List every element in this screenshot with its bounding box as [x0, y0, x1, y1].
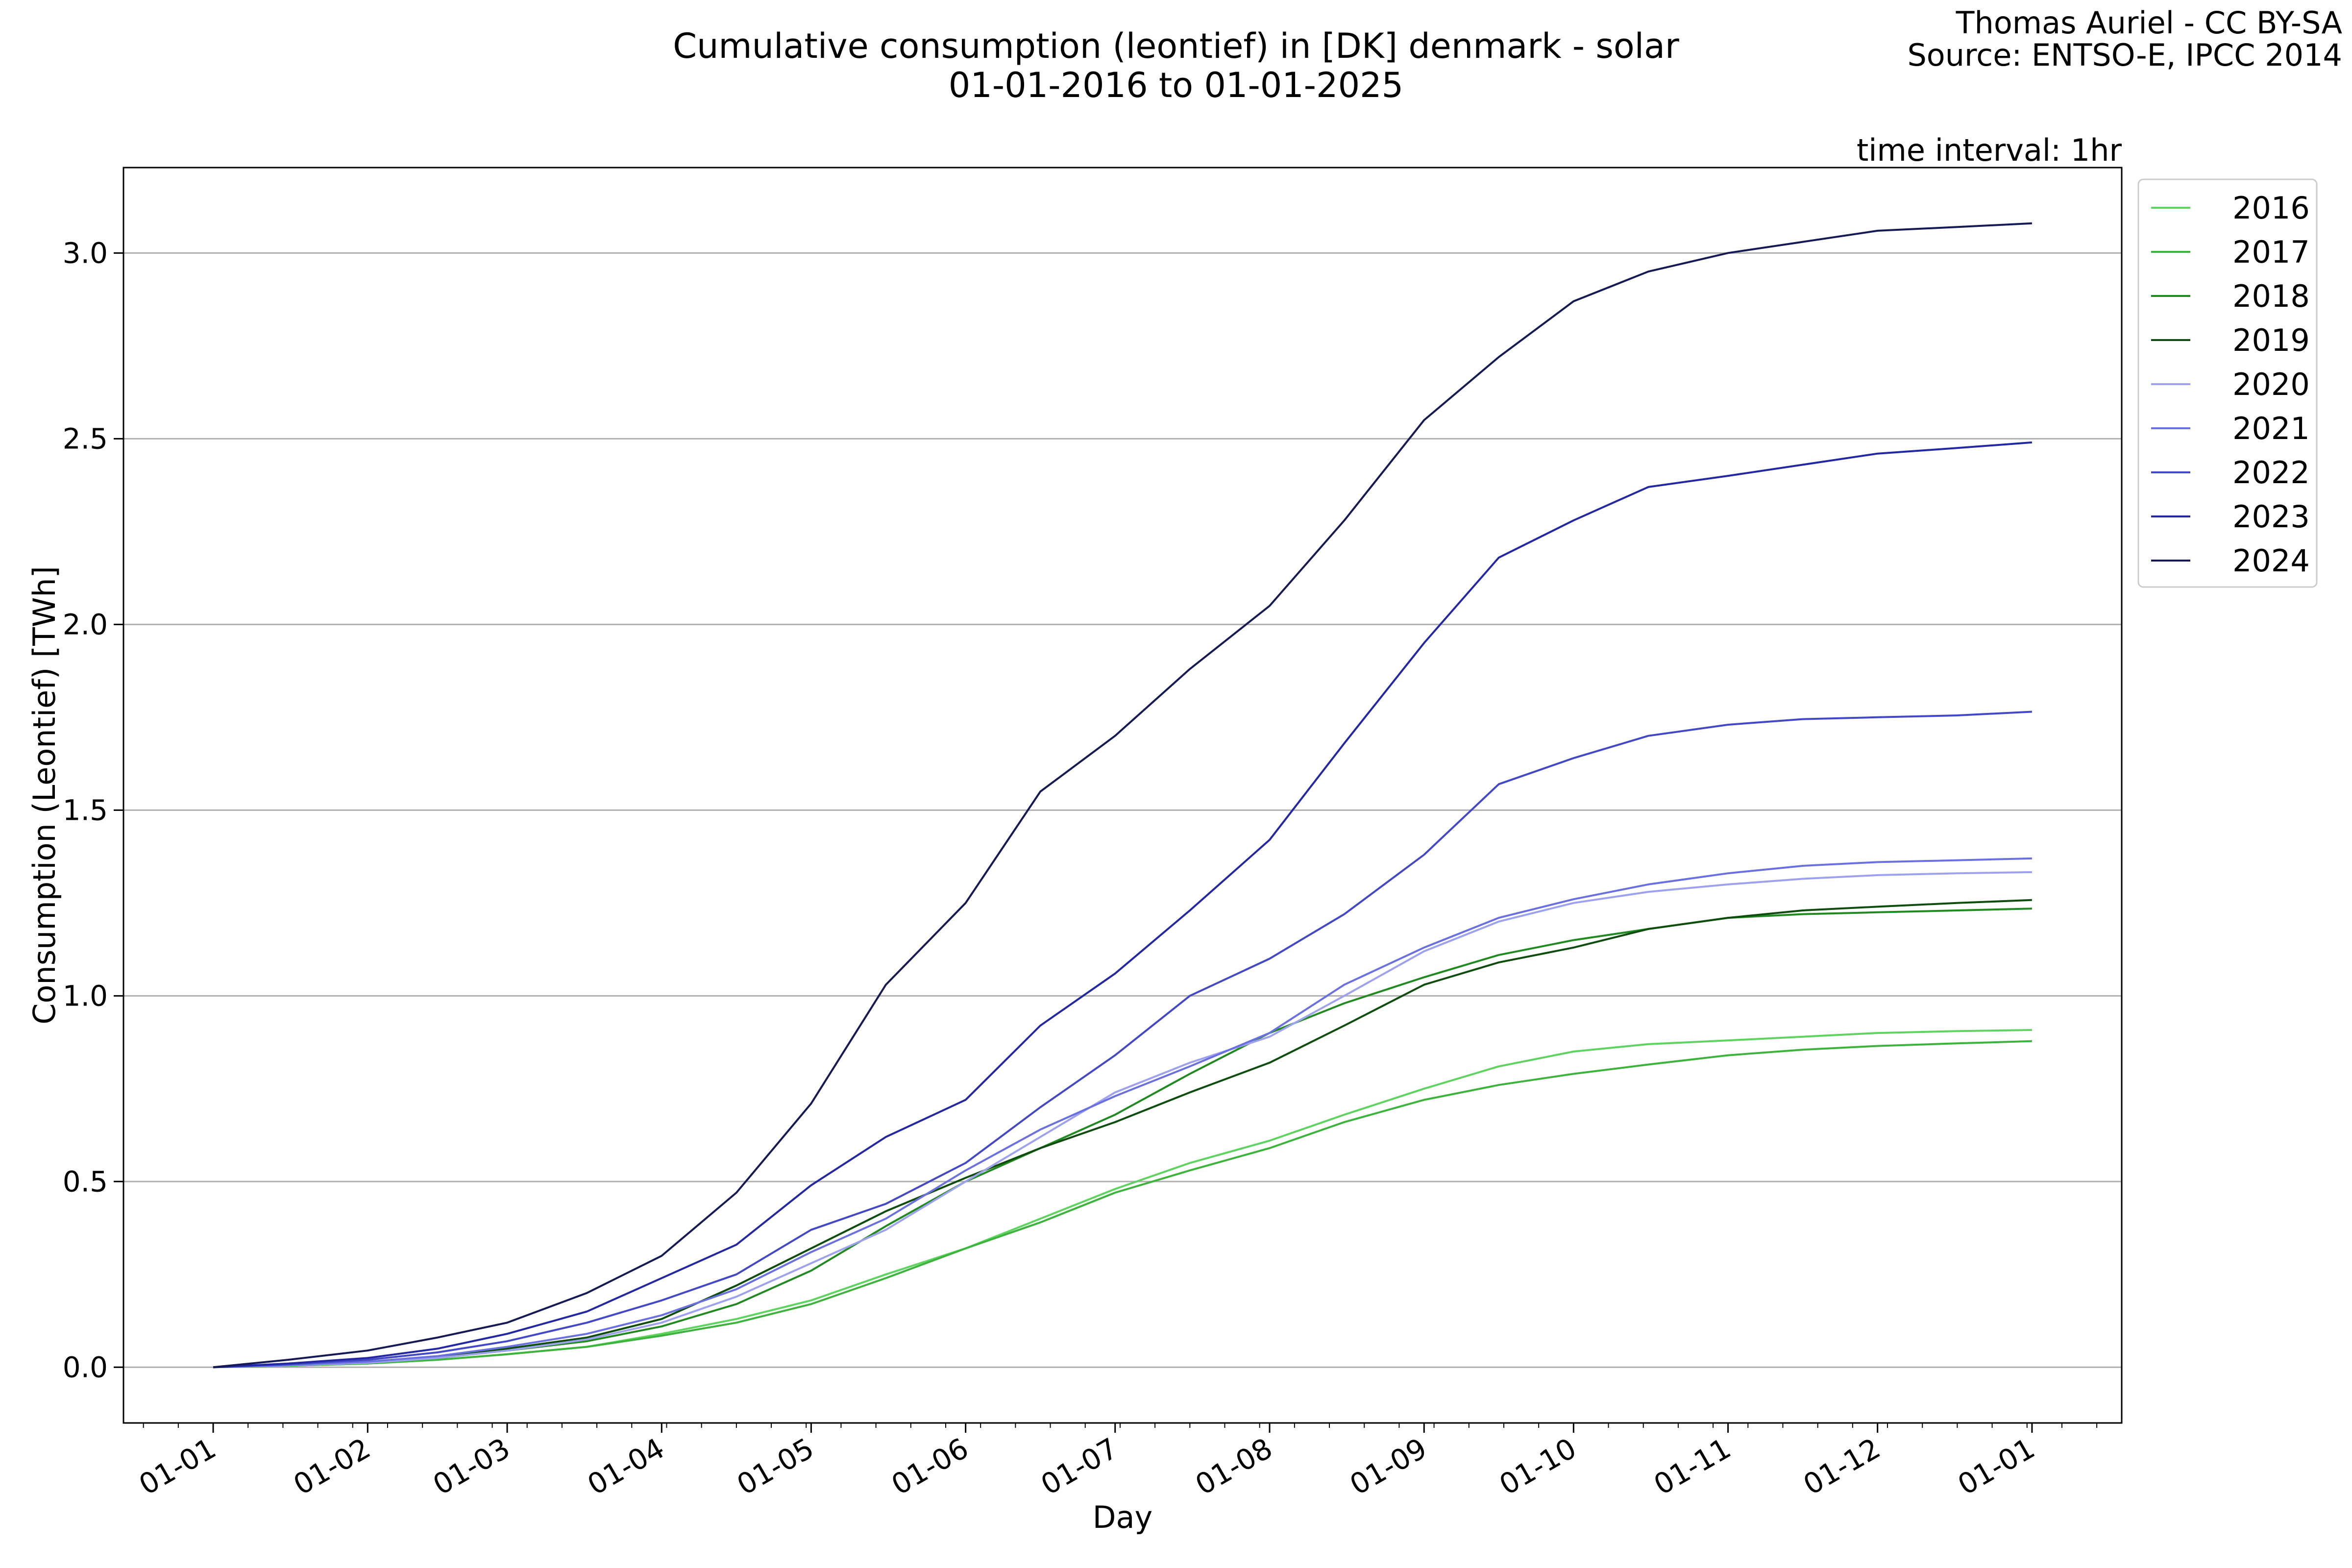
credit-source: Source: ENTSO-E, IPCC 2014: [1907, 37, 2342, 73]
legend-label-2022: 2022: [2232, 455, 2310, 490]
y-axis-label: Consumption (Leontief) [TWh]: [26, 566, 62, 1025]
series-line-2020: [213, 871, 2032, 1369]
series-line-2023: [213, 441, 2033, 1369]
y-tick-label: 0.0: [63, 1350, 108, 1384]
series-line-2017: [213, 1040, 2032, 1369]
x-axis-label: Day: [1093, 1499, 1152, 1535]
series-line-2019: [213, 899, 2032, 1369]
legend-label-2024: 2024: [2232, 543, 2310, 579]
series-lines: [213, 222, 2033, 1369]
y-tick-label: 3.0: [63, 236, 108, 270]
y-axis: 0.0 0.5 1.0 1.5 2.0 2.5 3.0: [63, 236, 123, 1384]
legend-label-2023: 2023: [2232, 499, 2310, 535]
plot-frame: [122, 167, 2123, 1424]
y-tick-label: 2.0: [63, 608, 108, 641]
y-tick-label: 1.0: [63, 979, 108, 1012]
legend-label-2019: 2019: [2232, 322, 2310, 358]
legend: 2016 2017 2018 2019 2020 2021 2022 2023 2024: [2137, 178, 2318, 588]
legend-label-2018: 2018: [2232, 278, 2310, 314]
y-tick-label: 0.5: [63, 1165, 108, 1198]
legend-label-2017: 2017: [2232, 234, 2310, 270]
chart-title-line2: 01-01-2016 to 01-01-2025: [949, 65, 1403, 105]
time-interval-note: time interval: 1hr: [1857, 132, 2122, 168]
legend-label-2020: 2020: [2232, 367, 2310, 402]
legend-box: [2137, 178, 2318, 588]
legend-label-2016: 2016: [2232, 190, 2310, 226]
series-line-2022: [213, 710, 2032, 1369]
series-line-2021: [213, 857, 2032, 1369]
chart-title-line1: Cumulative consumption (leontief) in [DK…: [673, 26, 1679, 66]
credit-author: Thomas Auriel - CC BY-SA: [1956, 5, 2342, 41]
y-tick-label: 2.5: [63, 422, 108, 455]
gridlines: [123, 252, 2122, 1368]
series-line-2024: [213, 222, 2032, 1369]
legend-label-2021: 2021: [2232, 411, 2310, 446]
y-tick-label: 1.5: [63, 793, 108, 827]
